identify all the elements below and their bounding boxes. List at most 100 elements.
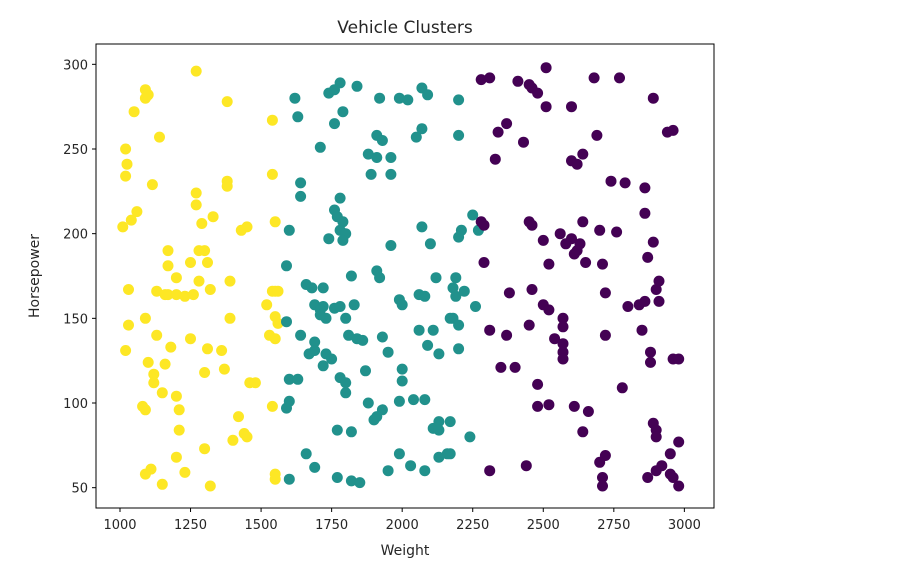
cluster-2-point [199, 245, 211, 257]
cluster-0-point [543, 258, 555, 270]
cluster-0-point [501, 118, 513, 130]
cluster-2-point [162, 289, 174, 301]
cluster-2-point [185, 333, 196, 345]
cluster-1-point [453, 319, 465, 331]
cluster-2-point [187, 289, 199, 301]
cluster-0-point [580, 257, 592, 268]
y-tick-label: 300 [63, 58, 88, 73]
cluster-0-point [543, 304, 555, 316]
cluster-2-point [123, 319, 134, 331]
cluster-1-point [453, 343, 465, 355]
cluster-2-point [269, 473, 281, 485]
cluster-2-point [123, 284, 134, 295]
cluster-1-point [422, 89, 434, 101]
cluster-2-point [120, 170, 132, 182]
cluster-1-point [441, 448, 453, 460]
cluster-0-point [566, 101, 577, 113]
cluster-0-point [568, 248, 580, 260]
cluster-0-point [543, 399, 555, 411]
cluster-0-point [492, 126, 504, 138]
cluster-0-point [574, 238, 586, 250]
cluster-1-point [433, 451, 445, 463]
points-layer [117, 62, 685, 492]
cluster-2-point [156, 478, 168, 490]
cluster-2-point [190, 199, 202, 211]
cluster-0-point [512, 75, 524, 87]
cluster-0-point [520, 460, 532, 472]
cluster-1-point [371, 152, 383, 163]
cluster-1-point [419, 394, 431, 406]
cluster-2-point [142, 356, 154, 368]
cluster-2-point [261, 299, 273, 311]
cluster-0-point [597, 258, 608, 270]
cluster-2-point [139, 404, 151, 416]
cluster-2-point [142, 89, 154, 101]
cluster-1-point [340, 377, 352, 389]
cluster-1-point [348, 299, 360, 311]
cluster-1-point [329, 118, 340, 130]
cluster-1-point [419, 465, 431, 477]
cluster-1-point [374, 92, 386, 104]
cluster-2-point [272, 285, 284, 297]
y-tick-label: 250 [63, 143, 88, 158]
cluster-2-point [151, 329, 163, 341]
cluster-0-point [639, 207, 651, 219]
cluster-2-point [204, 284, 216, 295]
x-tick-label: 1500 [245, 518, 278, 533]
cluster-2-point [269, 333, 281, 345]
cluster-0-point [597, 472, 608, 483]
cluster-0-point [611, 226, 623, 238]
cluster-0-point [664, 448, 676, 460]
cluster-0-point [645, 356, 656, 368]
cluster-1-point [295, 190, 307, 202]
cluster-0-point [532, 378, 544, 390]
y-tick-label: 200 [63, 228, 88, 243]
cluster-2-point [173, 404, 185, 416]
cluster-1-point [464, 431, 476, 443]
cluster-0-point [605, 175, 617, 187]
cluster-0-point [673, 436, 685, 448]
x-axis-ticks: 1000 1250 1500 1750 2000 2250 2500 2750 3000 [103, 508, 701, 533]
cluster-1-point [343, 329, 355, 341]
y-tick-label: 50 [71, 482, 88, 497]
cluster-0-point [557, 312, 569, 324]
cluster-0-point [478, 219, 490, 231]
cluster-1-point [351, 80, 363, 92]
cluster-0-point [599, 329, 611, 341]
cluster-1-point [453, 94, 465, 106]
y-axis-label: Horsepower [27, 234, 43, 318]
cluster-1-point [385, 168, 397, 180]
cluster-1-point [292, 373, 304, 385]
cluster-2-point [120, 345, 132, 356]
cluster-2-point [139, 312, 151, 324]
cluster-2-point [266, 400, 278, 412]
cluster-1-point [433, 348, 445, 360]
cluster-2-point [233, 411, 244, 423]
cluster-2-point [221, 96, 233, 108]
cluster-2-point [125, 214, 137, 226]
cluster-1-point [323, 233, 335, 245]
cluster-1-point [382, 465, 394, 477]
cluster-1-point [382, 346, 394, 358]
cluster-0-point [639, 295, 651, 307]
cluster-1-point [345, 475, 357, 487]
cluster-0-point [667, 472, 679, 483]
cluster-1-point [289, 92, 301, 104]
cluster-0-point [594, 224, 606, 236]
cluster-0-point [484, 465, 496, 477]
cluster-1-point [385, 240, 397, 251]
cluster-2-point [227, 434, 239, 446]
cluster-1-point [416, 123, 428, 135]
cluster-1-point [362, 397, 374, 409]
cluster-1-point [303, 348, 315, 360]
cluster-0-point [597, 480, 608, 492]
cluster-1-point [281, 316, 292, 328]
cluster-1-point [337, 216, 349, 228]
cluster-1-point [326, 353, 338, 365]
cluster-1-point [334, 192, 346, 204]
cluster-1-point [376, 331, 388, 343]
cluster-0-point [557, 353, 569, 365]
cluster-1-point [447, 282, 459, 294]
cluster-1-point [385, 152, 397, 163]
cluster-0-point [673, 480, 685, 492]
